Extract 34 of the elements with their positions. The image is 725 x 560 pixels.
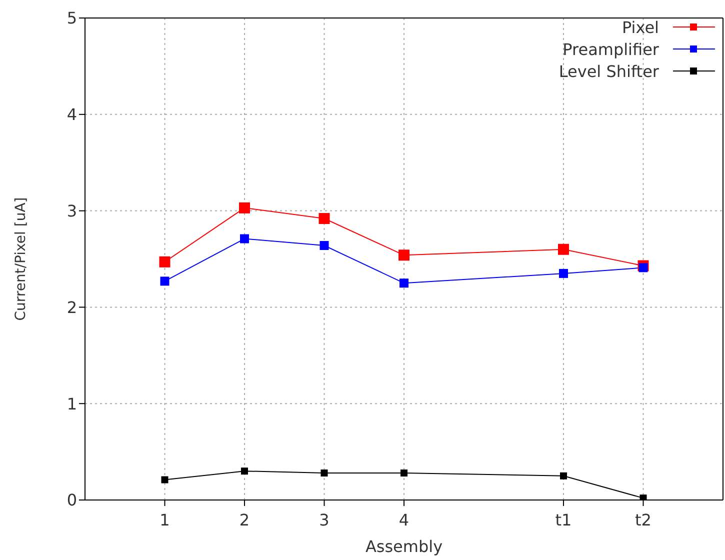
x-tick-label: 1 xyxy=(160,510,170,530)
point xyxy=(559,268,568,278)
point xyxy=(239,202,250,214)
legend-label: Preamplifier xyxy=(562,40,659,58)
legend-label: Level Shifter xyxy=(558,62,659,80)
x-tick-label: t2 xyxy=(635,510,652,530)
y-axis-title: Current/Pixel [uA] xyxy=(12,197,29,321)
point xyxy=(318,213,330,224)
point xyxy=(400,470,408,477)
y-tick-label: 3 xyxy=(66,201,77,220)
point xyxy=(320,470,328,477)
point xyxy=(320,241,329,250)
x-tick-label: 4 xyxy=(398,510,410,530)
x-tick-label: 3 xyxy=(319,510,330,530)
y-tick-label: 5 xyxy=(66,8,77,28)
y-tick-label: 0 xyxy=(66,490,77,510)
point xyxy=(640,494,647,500)
x-axis-title: Assembly xyxy=(365,537,443,556)
point xyxy=(159,256,170,268)
point xyxy=(160,276,170,286)
y-tick-label: 1 xyxy=(66,394,77,414)
legend-label: Pixel xyxy=(622,18,659,36)
point xyxy=(558,244,569,255)
point xyxy=(161,476,168,484)
point xyxy=(241,468,248,475)
point xyxy=(400,278,408,288)
point xyxy=(638,263,648,272)
y-tick-label: 4 xyxy=(66,105,77,124)
point xyxy=(398,250,410,261)
point xyxy=(560,472,567,480)
y-tick-label: 2 xyxy=(66,298,77,317)
x-tick-label: 2 xyxy=(239,510,250,530)
x-tick-label: t1 xyxy=(555,510,572,530)
point xyxy=(240,234,249,244)
